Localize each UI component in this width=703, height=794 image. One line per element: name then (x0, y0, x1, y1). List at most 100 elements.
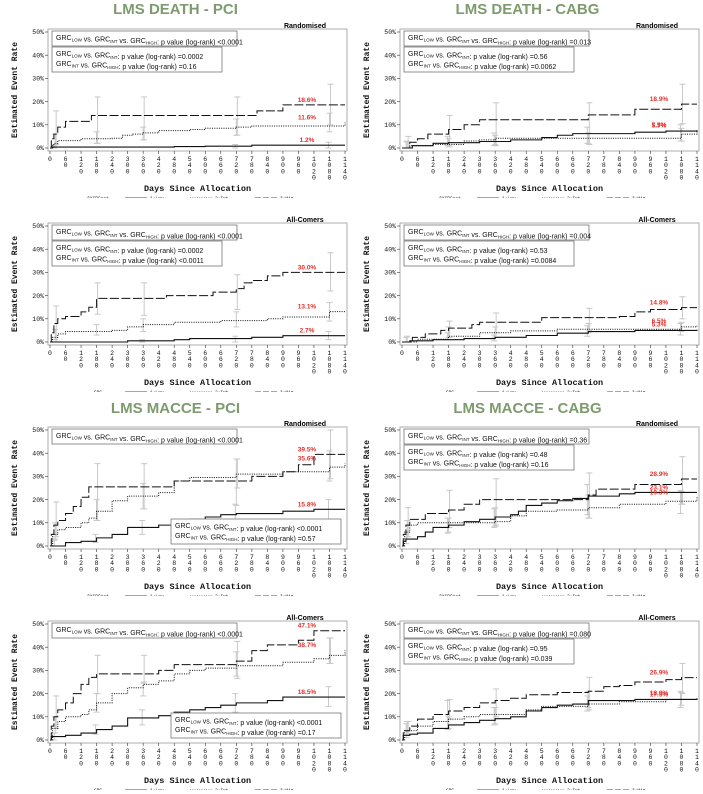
pvalue-box-frame (51, 30, 238, 47)
error-bar (493, 312, 500, 334)
error-bar (141, 282, 148, 316)
y-axis-label: Estimated Event Rate (363, 440, 372, 536)
pvalue-text: GRCINT vs. GRCHIGH: p value (log-rank) =… (408, 653, 552, 663)
error-bar (586, 102, 593, 146)
legend-entry: 2:Int (567, 390, 581, 393)
legend-entry: 3:Hig (280, 788, 294, 791)
pvalue-box-frame (170, 518, 342, 545)
plot-frame (399, 222, 700, 346)
y-tick-label: 40% (384, 246, 396, 253)
pvalue-box: GRCLOW vs. GRCINT: p value (log-rank) =0… (403, 444, 575, 471)
y-tick-label: 10% (384, 714, 396, 721)
end-label: 11.6% (298, 114, 316, 121)
y-tick-label: 10% (32, 122, 44, 129)
y-tick-label: 50% (384, 29, 396, 36)
chart-death-pci-allcomers: All-Comers 0% 10% 20% 30% 40% 50% Estimated Eve… (0, 212, 351, 396)
plot-frame (399, 426, 700, 550)
y-tick-label: 50% (384, 427, 396, 434)
pvalue-text: GRCLOW vs. GRCINT: p value (log-rank) =0… (408, 643, 548, 653)
pvalue-text: GRCINT vs. GRCHIGH: p value (log-rank) =… (175, 533, 316, 543)
pvalue-box-frame (403, 638, 575, 665)
pvalue-text: GRCINT vs. GRCHIGH: p value (log-rank) =… (56, 61, 197, 71)
y-tick-label: 30% (384, 76, 396, 83)
error-bar (52, 328, 59, 341)
y-axis-label: Estimated Event Rate (363, 634, 372, 730)
error-bar (232, 693, 239, 713)
y-tick-label: 30% (384, 474, 396, 481)
legend: SXGRCcat 1:Low 2:Int 3:Hig (87, 594, 294, 600)
y-tick-label: 0% (36, 543, 44, 550)
pvalue-box: GRCLOW vs. GRCINT: p value (log-rank) <0… (170, 518, 342, 545)
x-axis-label: Days Since Allocation (496, 776, 603, 786)
pvalue-text: GRCLOW vs. GRCINT vs. GRCHIGH: p value (… (408, 229, 591, 241)
error-bar (232, 335, 239, 343)
error-bar (677, 322, 684, 336)
legend: GRC 1:Low 2:Int 3:Hig (94, 390, 294, 396)
x-axis-label: Days Since Allocation (144, 582, 251, 592)
legend-title: SXGRCcat (439, 594, 461, 597)
y-tick-label: 10% (384, 316, 396, 323)
title-death-pci: LMS DEATH - PCI (113, 1, 238, 18)
y-tick-label: 50% (32, 29, 44, 36)
end-label: 26.9% (650, 670, 669, 677)
end-label: 5.3% (652, 322, 667, 329)
chart-svg: Randomised 0% 10% 20% 30% 40% 50% Estimated Eve… (11, 421, 348, 600)
y-tick-label: 30% (32, 76, 44, 83)
error-bar (446, 698, 453, 720)
legend-entry: 2:Int (215, 594, 229, 597)
legend-entry: 3:Hig (280, 594, 294, 597)
pvalue-box-frame (51, 240, 223, 267)
legend-entry: 1:Low (150, 390, 164, 393)
series-line-3hig (50, 104, 345, 149)
error-bar (586, 472, 593, 519)
pvalue-box-frame (403, 46, 575, 73)
error-bar (586, 307, 593, 331)
series-line-2int (50, 650, 346, 741)
x-axis-label: Days Since Allocation (496, 184, 603, 194)
end-label: 15.8% (298, 501, 317, 508)
end-label: 1.2% (300, 137, 315, 144)
end-label: 23.1% (650, 484, 669, 491)
y-tick-label: 10% (32, 316, 44, 323)
chart-death-pci-randomised: Randomised 0% 10% 20% 30% 40% 50% Estimated Eve… (0, 18, 351, 202)
x-axis-label: Days Since Allocation (144, 184, 251, 194)
series-line-1low (402, 491, 697, 547)
pvalue-box: GRCLOW vs. GRCINT vs. GRCHIGH: p value (… (403, 30, 591, 47)
error-bar (51, 539, 58, 547)
end-label: 5.7% (652, 123, 667, 130)
error-bar (679, 662, 686, 695)
legend-entry: 3:Hig (280, 390, 294, 393)
legend-entry: 3:Hig (632, 390, 646, 393)
